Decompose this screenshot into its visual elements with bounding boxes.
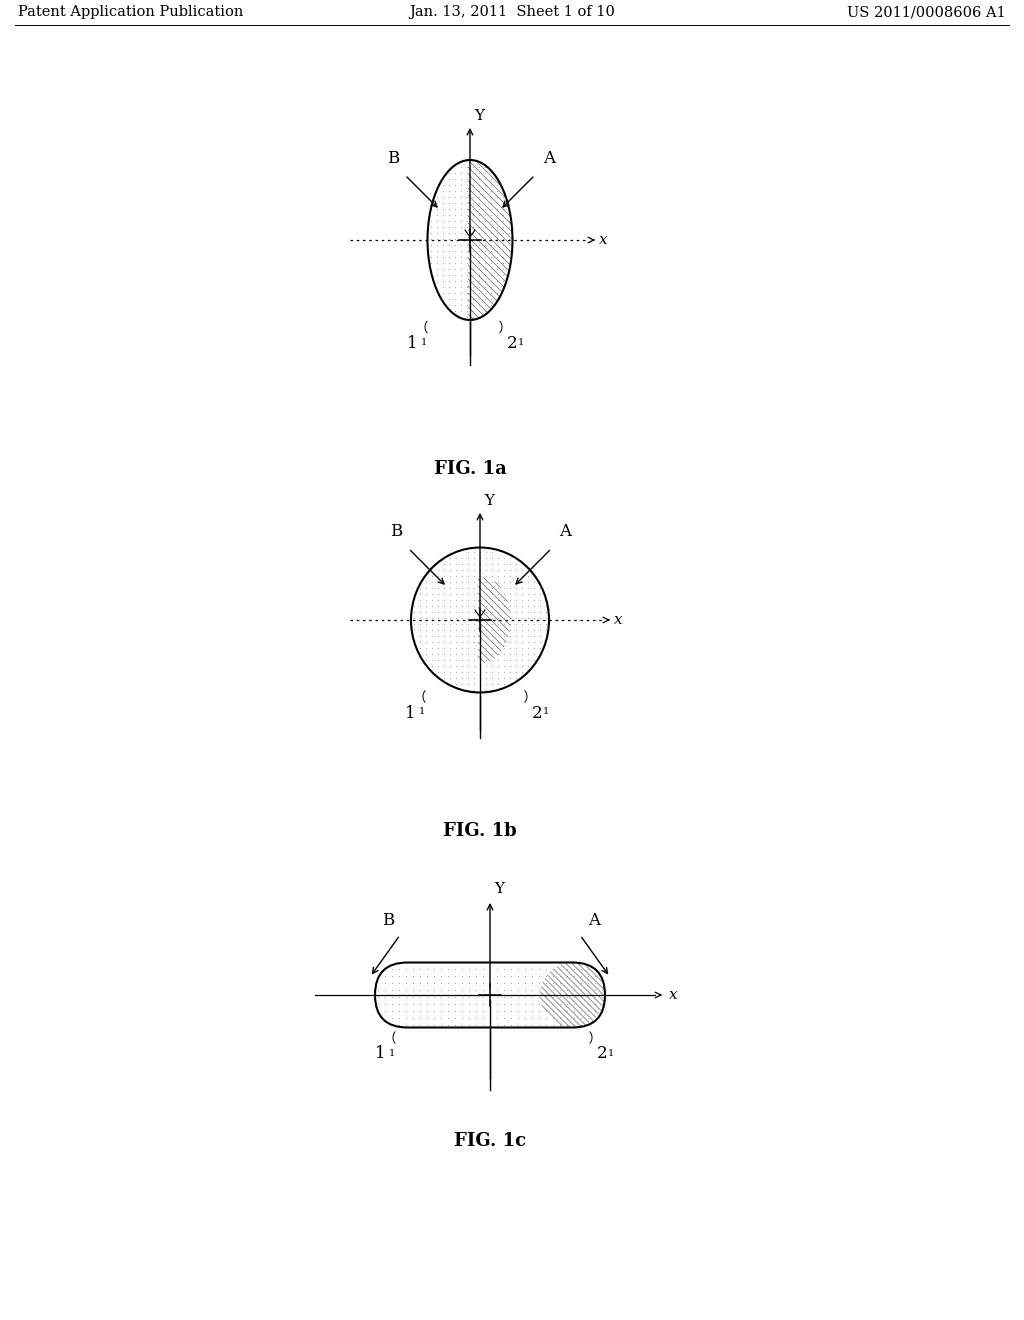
- Text: FIG. 1c: FIG. 1c: [454, 1133, 526, 1151]
- Text: A: A: [559, 524, 571, 540]
- Text: 1: 1: [421, 338, 427, 347]
- Text: Y: Y: [484, 494, 494, 508]
- Text: 1: 1: [408, 335, 418, 352]
- Text: 2: 2: [507, 335, 517, 352]
- Text: A: A: [588, 912, 600, 929]
- Text: B: B: [390, 524, 402, 540]
- Text: 2: 2: [532, 705, 543, 722]
- Text: 1: 1: [543, 708, 549, 717]
- Text: FIG. 1a: FIG. 1a: [433, 459, 507, 478]
- Text: Y: Y: [494, 882, 504, 896]
- Text: A: A: [543, 150, 555, 168]
- Text: x: x: [599, 234, 607, 247]
- Text: Jan. 13, 2011  Sheet 1 of 10: Jan. 13, 2011 Sheet 1 of 10: [409, 5, 615, 18]
- Text: 1: 1: [376, 1045, 386, 1063]
- Text: 1: 1: [389, 1048, 395, 1057]
- Text: Y: Y: [474, 110, 484, 123]
- Text: US 2011/0008606 A1: US 2011/0008606 A1: [847, 5, 1006, 18]
- Text: 1: 1: [518, 338, 524, 347]
- Text: FIG. 1b: FIG. 1b: [443, 822, 517, 841]
- Text: 2: 2: [597, 1045, 607, 1063]
- Text: B: B: [382, 912, 394, 929]
- Text: Patent Application Publication: Patent Application Publication: [18, 5, 244, 18]
- Text: B: B: [387, 150, 399, 168]
- Text: x: x: [614, 612, 623, 627]
- Text: x: x: [669, 987, 678, 1002]
- Text: 1: 1: [406, 705, 416, 722]
- Text: 1: 1: [608, 1048, 614, 1057]
- Text: 1: 1: [419, 708, 425, 717]
